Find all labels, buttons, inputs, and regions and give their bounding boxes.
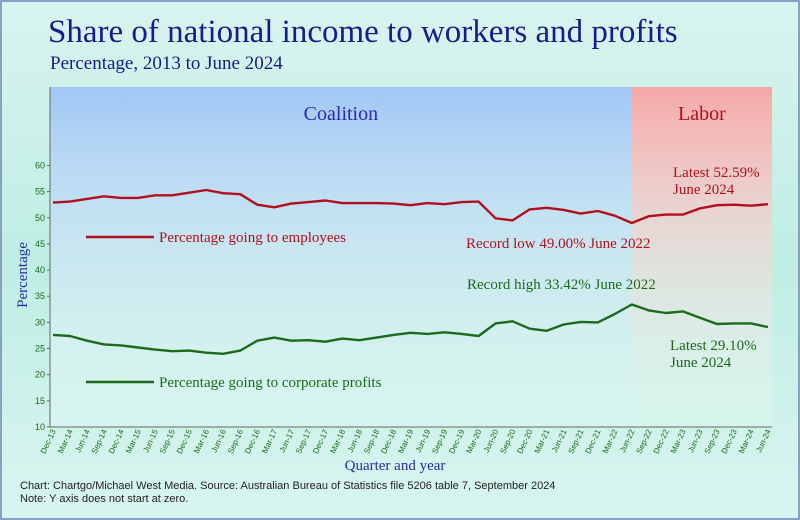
legend-label: Percentage going to corporate profits — [159, 375, 382, 391]
y-tick-label: 45 — [35, 239, 45, 249]
annotation: June 2024 — [670, 355, 732, 371]
y-axis-title: Percentage — [15, 242, 31, 308]
y-tick-label: 25 — [35, 344, 45, 354]
series-line — [52, 303, 769, 355]
region-label: Labor — [678, 103, 726, 125]
annotation: Record high 33.42% June 2022 — [467, 277, 656, 293]
y-tick-label: 30 — [35, 317, 45, 327]
chart-title: Share of national income to workers and … — [48, 14, 678, 50]
y-tick-label: 55 — [35, 187, 45, 197]
y-tick-label: 15 — [35, 396, 45, 406]
y-tick-label: 50 — [35, 213, 45, 223]
annotation: Latest 52.59% — [673, 165, 760, 181]
y-tick-label: 20 — [35, 370, 45, 380]
series-line — [52, 188, 769, 225]
y-tick-label: 10 — [35, 422, 45, 432]
region-band — [50, 87, 632, 427]
annotation: Latest 29.10% — [670, 338, 757, 354]
region-band — [631, 87, 772, 427]
axis-note: Note: Y axis does not start at zero. — [20, 493, 188, 505]
x-axis-title: Quarter and year — [345, 458, 446, 474]
annotation: June 2024 — [673, 182, 735, 198]
y-tick-label: 60 — [35, 160, 45, 170]
chart-subtitle: Percentage, 2013 to June 2024 — [50, 53, 283, 74]
legend-label: Percentage going to employees — [159, 230, 346, 246]
source-note: Chart: Chartgo/Michael West Media. Sourc… — [20, 480, 555, 492]
annotation: Record low 49.00% June 2022 — [466, 236, 651, 252]
y-tick-label: 40 — [35, 265, 45, 275]
y-tick-label: 35 — [35, 291, 45, 301]
plot-area: Coalition Labor1015202530354045505560Dec-… — [35, 87, 773, 455]
region-label: Coalition — [304, 103, 378, 125]
